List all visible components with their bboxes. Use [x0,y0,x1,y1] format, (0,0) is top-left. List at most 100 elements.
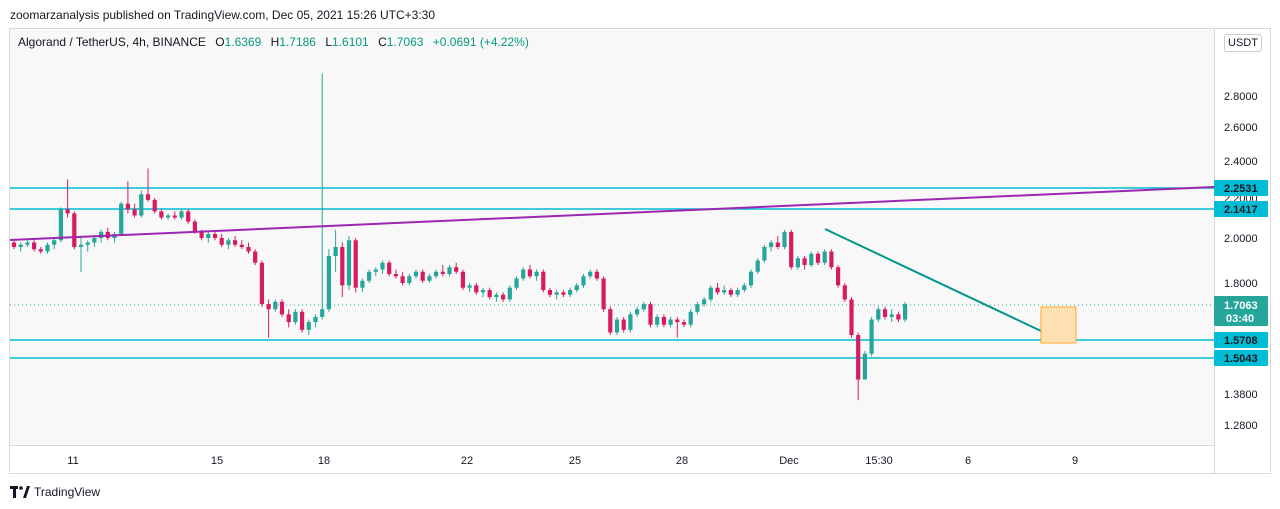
candle-body [708,287,713,300]
candle-body [78,244,84,247]
candle-body [688,311,693,325]
low-value: 1.6101 [332,35,369,49]
candle-body [400,276,405,283]
candle-body [541,271,546,291]
last-price-label: 1.7063 [1224,300,1258,312]
candle-body [159,211,164,218]
candle-body [608,309,613,333]
candle-body [25,242,30,245]
countdown-label: 03:40 [1226,313,1254,325]
candle-body [434,271,439,277]
x-tick-label: 6 [965,455,971,467]
candle-body [728,290,733,295]
candle-body [554,292,559,295]
candle-body [762,247,767,261]
tradingview-logo-icon [10,486,30,498]
candle-body [494,294,499,298]
candle-body [353,240,358,288]
candle-body [253,251,258,263]
candle-body [521,269,526,279]
candle-body [501,294,506,300]
plot-area[interactable] [10,29,1214,444]
candle-body [192,221,197,232]
candle-body [742,285,747,291]
candle-body [460,271,465,288]
candle-body [300,311,305,330]
candle-body [393,274,398,277]
candle-body [233,240,238,245]
purple-trend-line [9,186,1215,241]
candle-body [179,211,184,218]
price-axis-separator [1214,29,1215,473]
candle-body [65,209,70,214]
candle-body [702,299,707,305]
candle-body [166,215,171,218]
target-zone-box [1040,306,1077,344]
candle-body [748,271,754,286]
candle-body [152,199,157,212]
candle-body [246,247,251,252]
candle-body [219,238,224,245]
candle-body [32,242,37,250]
candle-body [360,280,365,288]
candle-body [782,231,787,247]
candle-body [681,322,687,325]
x-tick-label: 18 [318,455,330,467]
y-tick-label: 1.2800 [1224,420,1258,432]
candle-body [668,319,673,325]
candle-body [139,194,144,216]
candle-body [514,278,519,288]
y-tick-label: 2.8000 [1224,91,1258,103]
x-tick-label: Dec [779,455,799,467]
candle-body [440,271,445,274]
x-tick-label: 11 [67,455,78,467]
candle-body [809,253,814,265]
candle-body [755,260,760,272]
candle-body [367,271,372,281]
level-price-label: 1.5708 [1224,335,1258,347]
last-price-tag [1214,296,1268,326]
candle-body [186,211,191,222]
symbol-legend: Algorand / TetherUS, 4h, BINANCE O1.6369… [18,35,529,49]
candle-body [695,304,700,312]
level-price-tag [1214,180,1268,196]
level-price-tag [1214,332,1268,348]
candle-body [413,271,419,277]
high-value: 1.7186 [279,35,316,49]
candle-body [802,258,807,265]
y-tick-label: 1.3800 [1224,389,1258,401]
candle-body [52,240,57,245]
candle-body [876,309,881,320]
y-tick-label: 2.4000 [1224,156,1258,168]
candle-body [903,304,908,320]
candle-body [628,314,633,330]
candle-body [273,301,278,310]
candle-body [420,271,425,281]
candle-body [259,262,264,305]
y-tick-label: 2.6000 [1224,122,1258,134]
candle-body [58,209,63,241]
green-trend-line [824,228,1059,340]
candle-body [621,319,626,330]
candle-body [212,233,218,238]
currency-unit-button[interactable]: USDT [1224,34,1262,52]
candle-body [561,292,566,295]
x-tick-label: 28 [676,455,688,467]
time-axis-separator [10,445,1214,446]
candle-body [869,319,874,354]
candle-body [132,209,137,216]
candle-body [346,240,352,286]
candle-body [896,314,901,320]
tradingview-logo[interactable]: TradingView [10,485,100,499]
candle-body [862,353,867,380]
candle-body [387,262,392,274]
candle-body [38,249,43,252]
candle-body [72,213,77,247]
candle-body [447,267,452,274]
candle-body [239,244,244,247]
candle-body [568,290,573,295]
candle-body [206,233,211,238]
candle-body [11,242,17,247]
symbol-name: Algorand / TetherUS, 4h, BINANCE [18,35,206,49]
